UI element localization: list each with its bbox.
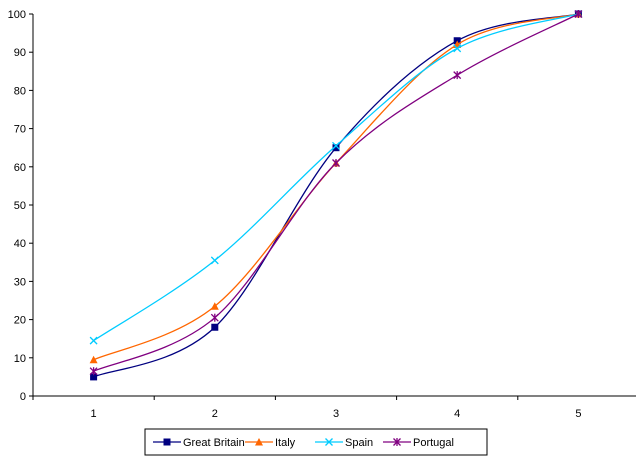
legend-entry: Great Britain [153, 437, 245, 449]
legend-label: Italy [275, 437, 296, 449]
legend-label: Spain [345, 437, 373, 449]
data-point [211, 323, 219, 331]
series-line [93, 13, 579, 361]
y-tick-label: 80 [14, 85, 26, 97]
data-point [210, 302, 219, 310]
y-tick-label: 10 [14, 353, 26, 365]
data-point [89, 355, 98, 364]
legend-marker [255, 438, 263, 446]
x-axis: 1 2 3 4 5 [32, 395, 636, 420]
data-point [574, 10, 583, 18]
series-spain [89, 10, 583, 345]
y-tick-label: 70 [14, 124, 26, 136]
legend-entry: Italy [245, 437, 296, 449]
series-line [93, 13, 579, 342]
legend-marker [163, 438, 171, 446]
y-axis: 0 10 20 30 40 50 60 70 80 90 100 [8, 9, 34, 403]
y-tick-label: 50 [14, 200, 26, 212]
y-tick-label: 0 [20, 391, 26, 403]
y-tick-label: 30 [14, 276, 26, 288]
series-italy [89, 10, 583, 364]
data-point [89, 336, 98, 345]
x-tick-label: 4 [454, 408, 460, 420]
y-tick-label: 90 [14, 47, 26, 59]
legend-entry: Spain [315, 437, 373, 449]
legend: Great Britain Italy Spain Portugal [144, 428, 488, 456]
series-portugal [89, 10, 583, 376]
data-point [89, 367, 98, 376]
series-layer [89, 10, 583, 381]
data-point [210, 313, 219, 322]
y-tick-label: 100 [8, 9, 26, 21]
data-point [453, 71, 462, 80]
x-tick-label: 5 [575, 408, 581, 420]
legend-marker [393, 438, 401, 446]
data-point [453, 44, 462, 53]
legend-label: Great Britain [183, 437, 245, 449]
series-line [93, 13, 579, 372]
x-tick-label: 1 [91, 408, 97, 420]
y-tick-label: 60 [14, 162, 26, 174]
data-point [90, 373, 98, 381]
x-tick-label: 3 [333, 408, 339, 420]
legend-marker [325, 438, 333, 446]
x-tick-label: 2 [212, 408, 218, 420]
data-point [332, 158, 340, 167]
data-point [332, 144, 340, 152]
legend-label: Portugal [413, 437, 454, 449]
series-line [93, 13, 579, 378]
data-point [210, 256, 219, 265]
legend-entry: Portugal [383, 437, 454, 449]
data-point [332, 141, 340, 150]
y-tick-label: 20 [14, 315, 26, 327]
y-tick-label: 40 [14, 238, 26, 250]
series-great-britain [90, 10, 582, 381]
